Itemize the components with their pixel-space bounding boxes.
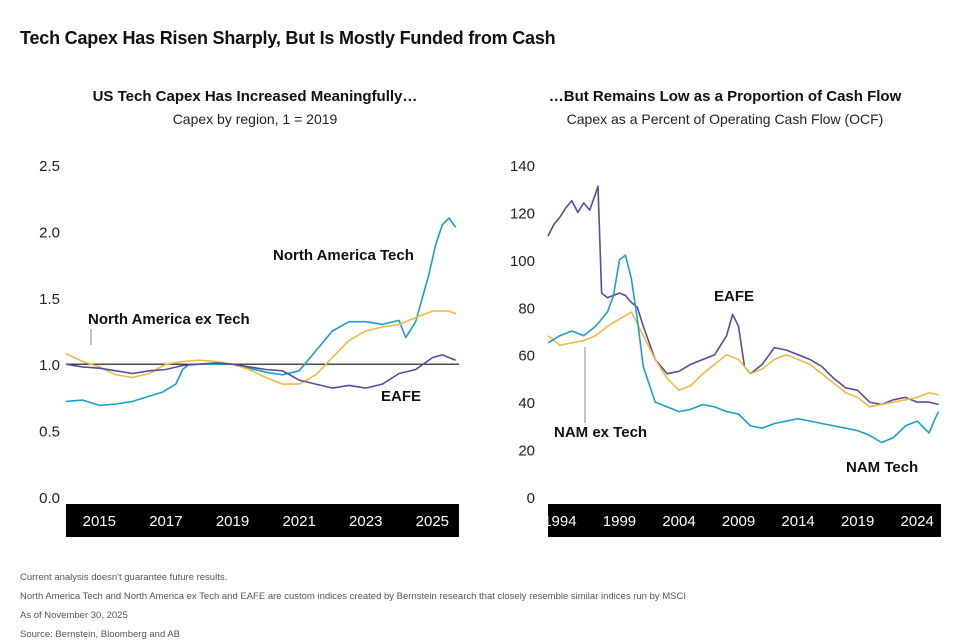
right-x-tick-label: 2019 — [841, 513, 874, 530]
right-x-axis-band — [548, 504, 941, 537]
right-chart-title: …But Remains Low as a Proportion of Cash… — [548, 88, 902, 105]
right-y-tick-label: 20 — [518, 443, 535, 460]
left-y-tick-label: 0.5 — [39, 424, 60, 441]
left-x-tick-label: 2015 — [83, 513, 116, 530]
right-series-nam-tech — [547, 254, 940, 444]
right-chart-subtitle: Capex as a Percent of Operating Cash Flo… — [566, 111, 884, 127]
left-x-tick-label: 2021 — [282, 513, 315, 530]
left-x-tick-label: 2019 — [216, 513, 249, 530]
label-north-america-tech: North America Tech — [273, 247, 414, 264]
right-x-tick-label: 2004 — [662, 513, 695, 530]
left-series-north-america-ex-tech — [65, 310, 456, 385]
left-y-tick-label: 1.0 — [39, 357, 60, 374]
right-y-tick-label: 140 — [510, 158, 535, 175]
footnotes: Current analysis doesn't guarantee futur… — [20, 568, 686, 644]
right-series-eafe — [547, 185, 939, 406]
right-y-tick-label: 120 — [510, 205, 535, 222]
right-y-tick-label: 60 — [518, 348, 535, 365]
page-title: Tech Capex Has Risen Sharply, But Is Mos… — [20, 28, 556, 48]
right-y-tick-label: 100 — [510, 253, 535, 270]
left-y-tick-label: 2.0 — [39, 224, 60, 241]
label-nam-tech: NAM Tech — [846, 459, 918, 476]
left-x-axis-band — [66, 504, 459, 537]
label-north-america-ex-tech: North America ex Tech — [88, 311, 250, 328]
left-chart-subtitle: Capex by region, 1 = 2019 — [172, 111, 338, 127]
label-eafe-left: EAFE — [381, 388, 421, 405]
right-y-tick-label: 40 — [518, 395, 535, 412]
left-y-tick-label: 1.5 — [39, 291, 60, 308]
left-series-eafe — [65, 354, 456, 389]
right-series-nam-ex-tech — [547, 311, 939, 408]
label-nam-ex-tech: NAM ex Tech — [554, 424, 647, 441]
left-x-tick-label: 2025 — [416, 513, 449, 530]
right-y-tick-label: 0 — [527, 490, 535, 507]
footnote-index-note: North America Tech and North America ex … — [20, 591, 686, 602]
left-y-tick-label: 2.5 — [39, 158, 60, 175]
footnote-as-of-date: As of November 30, 2025 — [20, 610, 128, 621]
left-y-tick-label: 0.0 — [39, 490, 60, 507]
label-eafe-right: EAFE — [714, 288, 754, 305]
right-x-tick-label: 1999 — [603, 513, 636, 530]
left-x-tick-label: 2023 — [349, 513, 382, 530]
right-x-tick-label: 1994 — [543, 513, 576, 530]
right-x-tick-label: 2009 — [722, 513, 755, 530]
left-series-north-america-tech — [65, 217, 457, 407]
right-x-tick-label: 2024 — [900, 513, 933, 530]
footnote-disclaimer: Current analysis doesn't guarantee futur… — [20, 572, 228, 583]
left-x-tick-label: 2017 — [149, 513, 182, 530]
right-x-tick-label: 2014 — [781, 513, 814, 530]
footnote-source: Source: Bernstein, Bloomberg and AB — [20, 629, 181, 640]
right-y-tick-label: 80 — [518, 300, 535, 317]
left-chart-title: US Tech Capex Has Increased Meaningfully… — [92, 88, 418, 105]
